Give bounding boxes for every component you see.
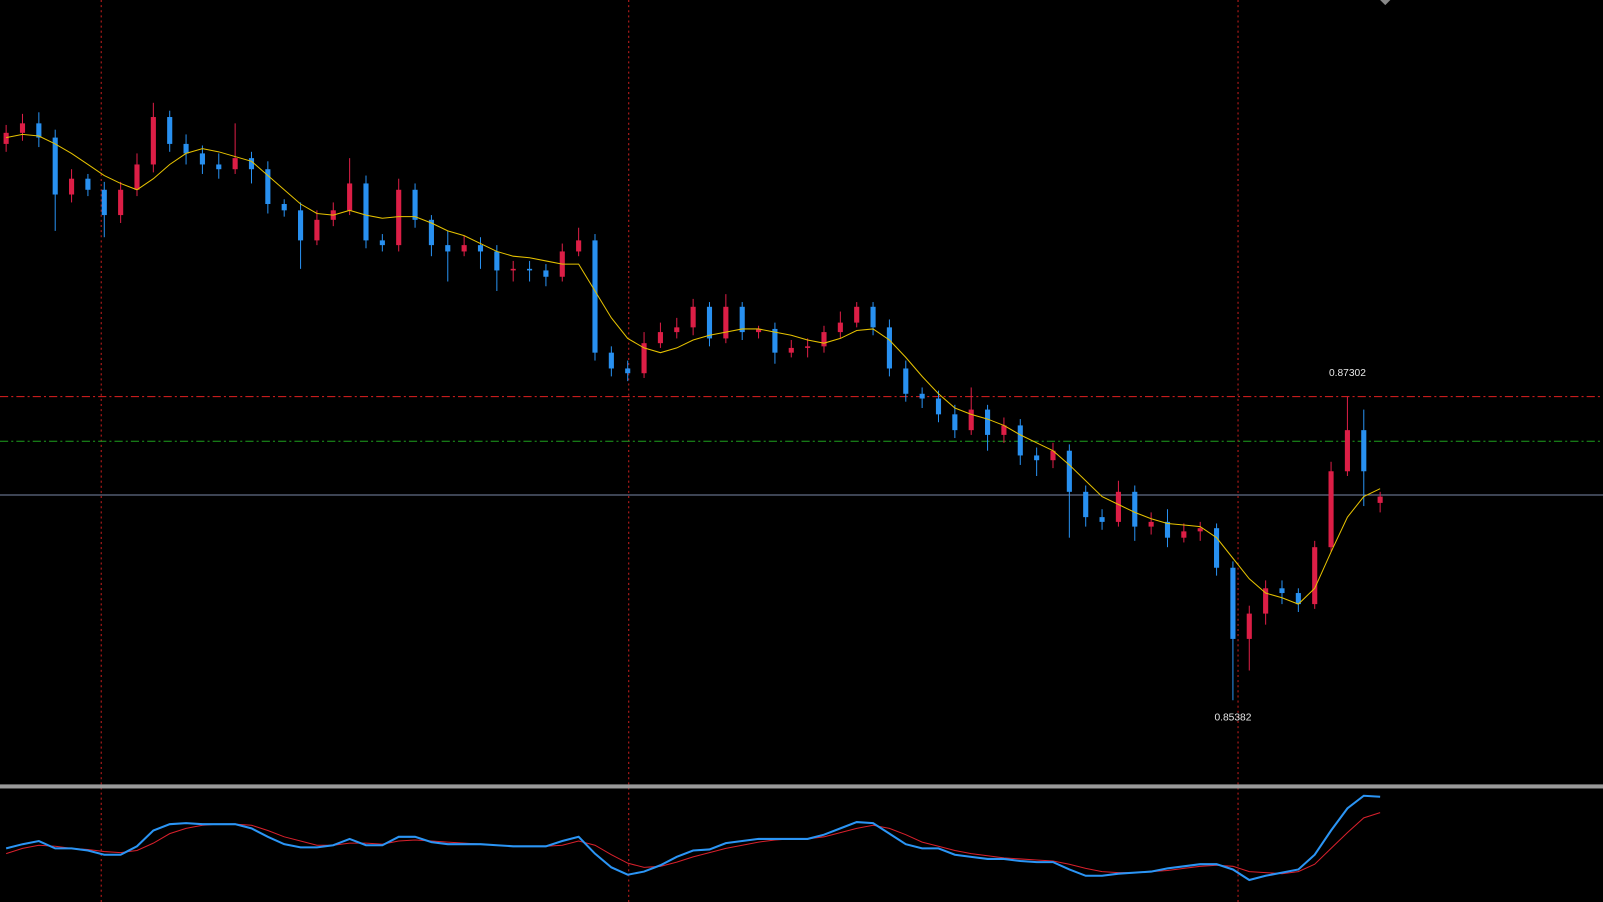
candle-body	[706, 306, 713, 339]
candle-body	[363, 183, 369, 241]
candle-body	[1377, 496, 1383, 503]
candle-body	[625, 368, 631, 374]
candle-body	[1344, 430, 1350, 472]
candle-body	[886, 327, 892, 369]
candle-body	[248, 158, 255, 170]
candle-body	[657, 332, 663, 344]
candle-body	[739, 306, 745, 333]
candle-body	[543, 270, 549, 277]
candle-body	[445, 245, 451, 252]
candle-body	[183, 143, 189, 154]
candle-body	[412, 189, 418, 220]
candle-body	[935, 398, 942, 415]
candle-body	[788, 347, 794, 353]
candle-body	[298, 210, 304, 241]
candle-body	[314, 219, 320, 241]
candle-body	[641, 343, 647, 374]
candle-body	[281, 204, 287, 211]
candle-body	[150, 117, 156, 165]
candle-body	[199, 153, 205, 165]
candle-body	[1132, 491, 1138, 527]
candle-body	[952, 414, 958, 431]
oscillator-line	[5, 794, 1381, 882]
candle-body	[1279, 588, 1285, 594]
candle-body	[134, 164, 140, 190]
candle-body	[52, 137, 58, 195]
candle-body	[118, 189, 124, 216]
candle-body	[756, 328, 762, 333]
candle-body	[461, 245, 467, 252]
candle-body	[1214, 528, 1220, 568]
candle-body	[494, 251, 500, 271]
candle-body	[821, 332, 827, 347]
candle-body	[837, 322, 843, 333]
candle-body	[592, 240, 598, 353]
candle-body	[723, 306, 729, 339]
candle-body	[576, 240, 582, 252]
low-label: 0.85382	[1214, 713, 1251, 724]
candle-body	[85, 178, 91, 190]
candle-body	[1246, 613, 1252, 639]
candle-body	[805, 346, 811, 348]
candle-body	[379, 240, 385, 246]
candle-body	[265, 169, 271, 205]
pane-separator	[0, 784, 1603, 789]
candle-body	[1115, 491, 1121, 522]
candle-body	[772, 328, 778, 353]
candle-body	[477, 245, 484, 252]
candle-body	[985, 409, 991, 435]
candle-body	[1328, 471, 1334, 548]
candle-body	[347, 183, 353, 211]
candle-body	[1050, 450, 1056, 461]
candle-body	[1034, 455, 1040, 461]
candle-body	[1083, 491, 1089, 518]
scroll-marker	[1380, 0, 1391, 6]
price-pane: 0.87302 0.85382	[0, 102, 1603, 724]
candle-body	[919, 393, 925, 399]
candle-body	[428, 219, 434, 246]
candle-body	[854, 306, 860, 323]
candle-body	[1361, 430, 1367, 472]
candle-body	[167, 117, 173, 144]
candle-body	[674, 327, 680, 333]
oscillator-pane	[5, 794, 1381, 882]
candle-body	[216, 164, 222, 170]
candle-body	[870, 306, 876, 328]
candle-body	[1263, 588, 1269, 614]
candle-body	[1148, 521, 1154, 527]
candle-body	[1001, 425, 1007, 435]
candle-body	[510, 268, 516, 271]
candle-body	[1164, 521, 1171, 538]
candle-body	[1230, 567, 1236, 639]
candle-body	[1099, 517, 1105, 522]
candle-body	[1017, 425, 1023, 456]
candle-body	[527, 268, 533, 271]
candle-body	[903, 368, 909, 394]
candle-body	[101, 189, 107, 216]
candle-body	[608, 352, 614, 369]
candle-body	[396, 189, 402, 246]
candle-body	[1181, 531, 1187, 538]
candle-body	[1066, 450, 1072, 492]
candle-body	[1197, 528, 1203, 532]
candle-body	[1295, 593, 1301, 605]
candle-body	[36, 123, 42, 138]
candle-body	[19, 123, 26, 133]
candle-body	[232, 158, 238, 170]
candle-body	[690, 306, 696, 328]
candle-body	[3, 132, 9, 144]
candle-body	[1312, 547, 1318, 605]
moving-average	[6, 133, 1381, 605]
high-label: 0.87302	[1329, 368, 1366, 379]
candle-body	[69, 178, 75, 195]
candle-body	[968, 409, 974, 431]
